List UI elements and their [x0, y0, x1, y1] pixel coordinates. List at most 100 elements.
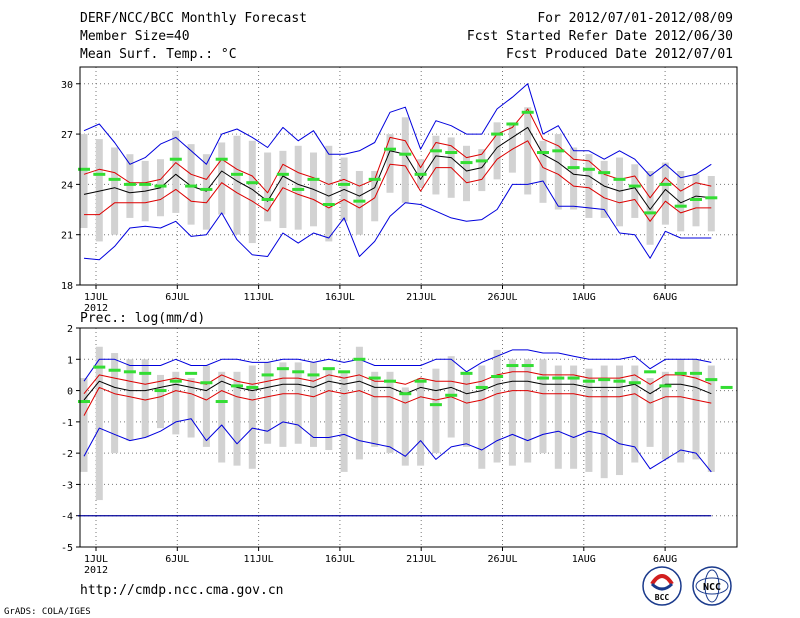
prec-ensemble-box [248, 365, 256, 469]
prec-ensemble-box [417, 378, 425, 466]
precip-variable-label: Prec.: log(mm/d) [80, 311, 205, 326]
temp-ytick-label: 21 [61, 231, 73, 242]
prec-ensemble-box [294, 362, 302, 444]
temp-ensemble-box [539, 140, 547, 203]
prec-ensemble-box [233, 371, 241, 466]
prec-xtick-label: 16JUL [325, 554, 355, 565]
prec-ytick-label: -3 [61, 480, 73, 491]
temp-ytick-label: 24 [61, 180, 73, 191]
prec-max-line [83, 349, 712, 382]
prec-xtick-label: 26JUL [487, 554, 517, 565]
prec-ensemble-box [355, 346, 363, 460]
prec-ensemble-box [218, 371, 226, 463]
temp-ensemble-box [432, 135, 440, 195]
bcc-logo-text: BCC [655, 593, 670, 602]
prec-ensemble-box [524, 359, 532, 463]
forecast-produced-label: Fcst Produced Date 2012/07/01 [506, 47, 733, 62]
temp-ensemble-box [478, 149, 486, 192]
temp-ensemble-box [218, 142, 226, 215]
prec-ensemble-box [677, 359, 685, 463]
prec-ensemble-box [539, 359, 547, 454]
temp-variable-label: Mean Surf. Temp.: °C [80, 47, 237, 62]
prec-xtick-label: 11JUL [244, 554, 274, 565]
prec-min-line [83, 418, 712, 473]
prec-ensemble-box [386, 371, 394, 454]
temp-ensemble-box [279, 150, 287, 228]
bcc-logo-wave [650, 582, 674, 591]
prec-ensemble-box [126, 359, 134, 441]
temp-ensemble-box [493, 122, 501, 180]
prec-ytick-label: -5 [61, 543, 73, 554]
temp-ensemble-box [677, 170, 685, 232]
prec-ytick-label: 2 [67, 324, 73, 335]
temp-ensemble-box [570, 147, 578, 210]
prec-ensemble-box [111, 353, 119, 454]
forecast-start-label: Fcst Started Refer Date 2012/06/30 [467, 29, 733, 44]
prec-ensemble-box [585, 368, 593, 472]
temp-xtick-label: 6JUL [165, 292, 189, 303]
temp-ensemble-box [585, 154, 593, 218]
prec-xtick-label: 6AUG [653, 554, 677, 565]
prec-q25-line [83, 386, 712, 416]
temp-year-label: 2012 [84, 303, 108, 314]
temp-ensemble-box [111, 147, 119, 235]
figure-title: DERF/NCC/BCC Monthly Forecast [80, 11, 307, 26]
prec-ensemble-box [187, 378, 195, 438]
bcc-logo-ring [642, 566, 682, 606]
temp-ensemble-box [508, 122, 516, 173]
ncc-logo-ring [692, 566, 732, 606]
prec-xtick-label: 6JUL [165, 554, 189, 565]
temp-ensemble-box [631, 164, 639, 218]
prec-ensemble-box [707, 365, 715, 472]
prec-mean-line [83, 380, 712, 401]
prec-xtick-label: 1JUL [84, 554, 108, 565]
temp-ensemble-box [355, 170, 363, 235]
temp-ensemble-box [294, 145, 302, 230]
temp-xtick-label: 16JUL [325, 292, 355, 303]
source-url[interactable]: http://cmdp.ncc.cma.gov.cn [80, 583, 284, 598]
prec-ensemble-box [202, 365, 210, 447]
temp-ensemble-box [524, 107, 532, 195]
grads-credit: GrADS: COLA/IGES [4, 607, 91, 617]
prec-ensemble-box [95, 346, 103, 501]
temp-ensemble-box [600, 160, 608, 218]
temp-ytick-label: 27 [61, 130, 73, 141]
temp-ensemble-box [248, 140, 256, 244]
temp-ensemble-box [80, 134, 88, 228]
prec-ensemble-box [340, 371, 348, 472]
prec-ensemble-box [570, 365, 578, 469]
temp-ensemble-box [202, 154, 210, 230]
member-size-label: Member Size=40 [80, 29, 190, 44]
prec-ensemble-box [493, 349, 501, 463]
temp-ensemble-box [187, 144, 195, 225]
temp-xtick-label: 1AUG [572, 292, 596, 303]
prec-ensemble-box [371, 371, 379, 447]
temp-ensemble-box [616, 157, 623, 227]
temp-xtick-label: 1JUL [84, 292, 108, 303]
temp-ensemble-box [707, 176, 715, 232]
prec-ytick-label: -1 [61, 418, 73, 429]
temp-ensemble-box [554, 134, 562, 210]
ncc-logo: NCC [692, 566, 732, 606]
ncc-logo-text: NCC [703, 582, 721, 593]
forecast-period-label: For 2012/07/01-2012/08/09 [537, 11, 733, 26]
prec-ensemble-box [692, 359, 700, 460]
prec-ensemble-box [432, 368, 440, 454]
prec-ytick-label: 0 [67, 387, 73, 398]
prec-ensemble-box [141, 359, 149, 438]
prec-ensemble-box [172, 371, 180, 435]
prec-ytick-label: 1 [67, 355, 73, 366]
temp-min-line [83, 180, 712, 261]
ncc-logo-meridian [704, 569, 720, 603]
prec-ytick-label: -2 [61, 449, 73, 460]
temp-xtick-label: 26JUL [487, 292, 517, 303]
prec-ensemble-box [279, 362, 287, 447]
prec-ensemble-box [554, 365, 562, 469]
temp-ensemble-box [233, 135, 241, 235]
prec-ensemble-box [600, 365, 608, 479]
prec-q75-line [83, 371, 712, 395]
temp-ensemble-box [661, 162, 669, 225]
temp-ensemble-box [386, 134, 394, 193]
temperature-panel: 18 21 24 27 30 1JUL 6JUL 11JUL 16JUL 21JUL 26JUL 1A… [61, 66, 738, 314]
